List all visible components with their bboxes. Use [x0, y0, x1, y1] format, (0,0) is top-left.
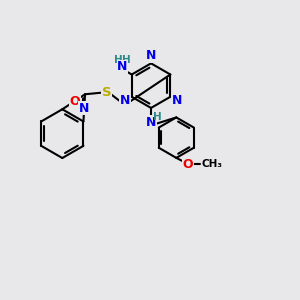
Text: N: N: [120, 94, 130, 107]
Text: N: N: [172, 94, 182, 107]
Text: N: N: [146, 116, 156, 129]
Text: O: O: [182, 158, 193, 171]
Text: CH₃: CH₃: [202, 159, 223, 170]
Text: H: H: [153, 112, 162, 122]
Text: N: N: [79, 102, 89, 115]
Text: N: N: [146, 49, 156, 62]
Text: H: H: [122, 55, 131, 65]
Text: O: O: [70, 94, 80, 107]
Text: N: N: [117, 60, 128, 73]
Text: S: S: [102, 86, 111, 99]
Text: H: H: [114, 55, 123, 65]
